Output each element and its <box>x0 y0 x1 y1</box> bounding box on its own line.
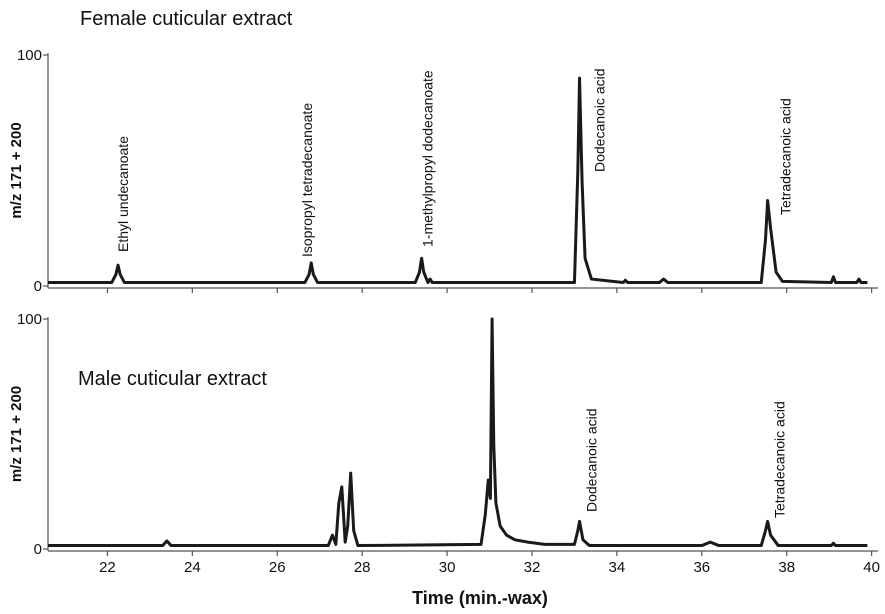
x-tick-label: 30 <box>439 559 456 576</box>
x-tick-label: 28 <box>354 559 371 576</box>
y-tick-label: 100 <box>17 311 42 328</box>
peak-annotation: Isopropyl tetradecanoate <box>299 103 315 257</box>
x-tick-label: 40 <box>863 559 880 576</box>
panel-title: Male cuticular extract <box>78 368 267 390</box>
panel-title: Female cuticular extract <box>80 8 293 30</box>
x-tick-label: 22 <box>99 559 116 576</box>
y-tick-label: 100 <box>17 47 42 64</box>
chromatogram-line <box>48 76 868 285</box>
y-axis-label: m/z 171 + 200 <box>8 386 25 482</box>
peak-annotation: Ethyl undecanoate <box>115 136 131 252</box>
peak-annotation: Dodecanoic acid <box>592 68 608 172</box>
x-tick-label: 38 <box>778 559 795 576</box>
x-tick-label: 36 <box>693 559 710 576</box>
x-axis-label: Time (min.-wax) <box>412 588 548 608</box>
peak-annotation: 1-methylpropyl dodecanoate <box>420 70 436 247</box>
peak-annotation: Dodecanoic acid <box>584 408 600 512</box>
y-tick-label: 0 <box>34 278 42 295</box>
x-tick-label: 32 <box>524 559 541 576</box>
chromatogram-line <box>48 317 868 548</box>
peak-annotation: Tetradecanoic acid <box>778 98 794 215</box>
y-tick-label: 0 <box>34 541 42 558</box>
x-tick-label: 34 <box>609 559 626 576</box>
y-axis-label: m/z 171 + 200 <box>8 122 25 218</box>
peak-annotation: Tetradecanoic acid <box>772 401 788 518</box>
x-tick-label: 24 <box>184 559 201 576</box>
x-tick-label: 26 <box>269 559 286 576</box>
